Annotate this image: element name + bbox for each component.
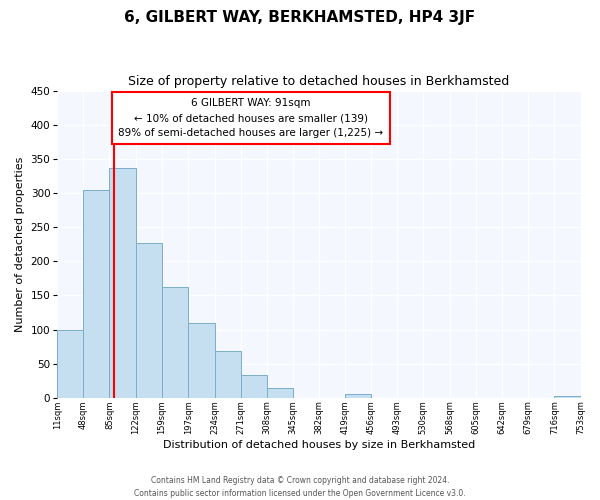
Text: 6 GILBERT WAY: 91sqm
← 10% of detached houses are smaller (139)
89% of semi-deta: 6 GILBERT WAY: 91sqm ← 10% of detached h…: [118, 98, 383, 138]
Text: Contains HM Land Registry data © Crown copyright and database right 2024.
Contai: Contains HM Land Registry data © Crown c…: [134, 476, 466, 498]
Y-axis label: Number of detached properties: Number of detached properties: [15, 156, 25, 332]
Bar: [215, 350, 241, 398]
Text: 6, GILBERT WAY, BERKHAMSTED, HP4 3JF: 6, GILBERT WAY, BERKHAMSTED, HP4 3JF: [124, 10, 476, 25]
X-axis label: Distribution of detached houses by size in Berkhamsted: Distribution of detached houses by size …: [163, 440, 475, 450]
Title: Size of property relative to detached houses in Berkhamsted: Size of property relative to detached ho…: [128, 75, 509, 88]
Bar: [83, 190, 109, 398]
Bar: [136, 244, 161, 398]
Bar: [345, 394, 371, 398]
Bar: [57, 330, 83, 398]
Bar: [109, 168, 136, 398]
Bar: [554, 396, 581, 398]
Bar: [266, 388, 293, 398]
Bar: [161, 286, 188, 398]
Bar: [241, 374, 266, 398]
Bar: [188, 324, 215, 398]
